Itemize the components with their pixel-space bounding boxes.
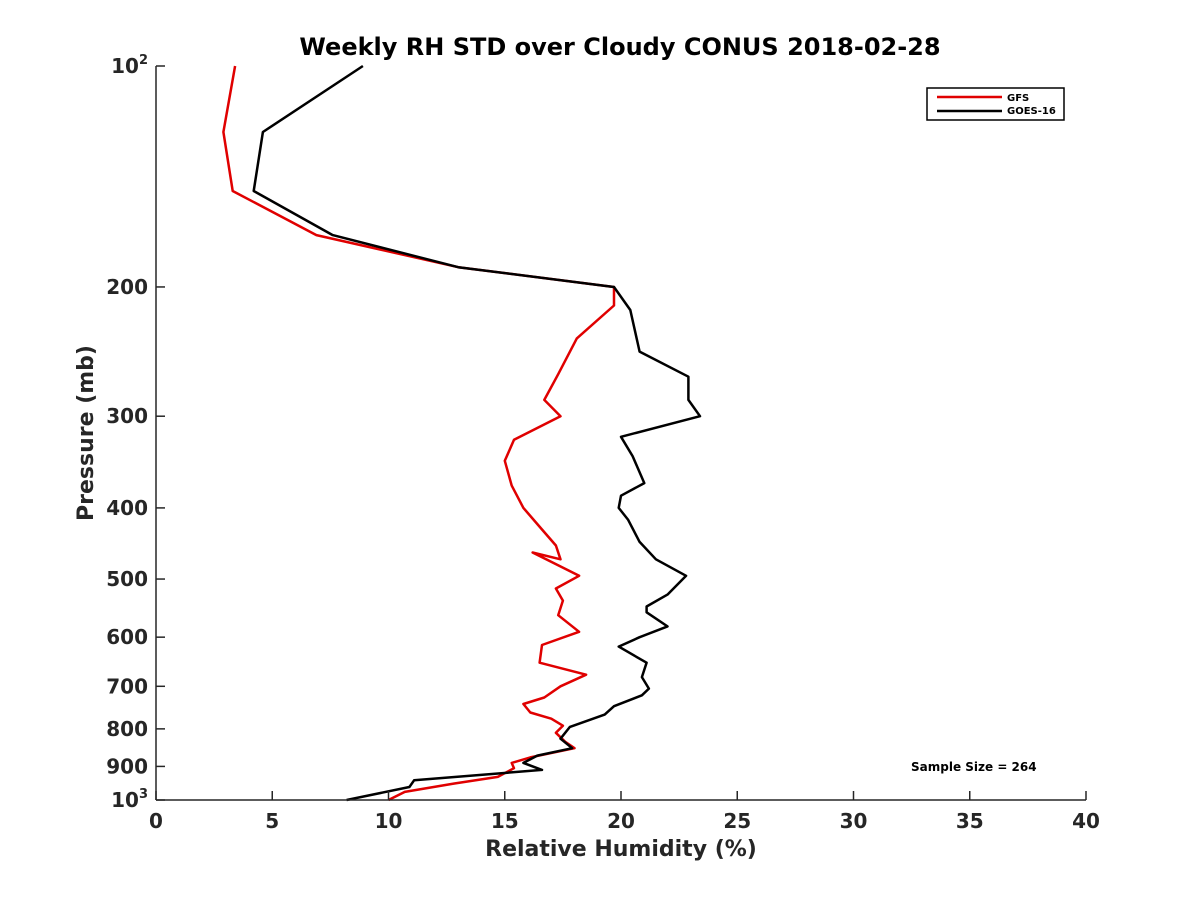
series-line-goes16 — [252, 64, 702, 802]
plot-area — [222, 64, 702, 802]
y-tick-label: 103 — [111, 787, 148, 812]
legend-label-gfs: GFS — [1007, 93, 1029, 104]
sample-size-annotation: Sample Size = 264 — [911, 760, 1037, 774]
legend: GFS GOES-16 — [926, 87, 1065, 121]
chart-title: Weekly RH STD over Cloudy CONUS 2018-02-… — [299, 33, 940, 61]
series-line-gfs — [222, 65, 616, 802]
x-axis-label: Relative Humidity (%) — [485, 837, 757, 862]
y-tick-base: 10 — [111, 54, 139, 78]
x-tick-label: 10 — [375, 809, 403, 833]
x-tick-label: 25 — [723, 809, 751, 833]
y-tick-label: 600 — [106, 625, 148, 649]
y-tick-label: 400 — [106, 496, 148, 520]
y-tick-label: 800 — [106, 717, 148, 741]
y-tick-label: 500 — [106, 567, 148, 591]
x-tick-label: 35 — [956, 809, 984, 833]
y-axis-label: Pressure (mb) — [74, 345, 99, 521]
legend-box — [926, 87, 1065, 121]
y-tick-label: 300 — [106, 404, 148, 428]
x-tick-label: 0 — [149, 809, 163, 833]
y-tick-exponent: 2 — [139, 53, 148, 68]
x-tick-label: 20 — [607, 809, 635, 833]
x-tick-label: 30 — [840, 809, 868, 833]
y-tick-label: 200 — [106, 275, 148, 299]
y-tick-exponent: 3 — [139, 787, 148, 802]
y-tick-label: 900 — [106, 754, 148, 778]
y-tick-label: 700 — [106, 674, 148, 698]
x-tick-label: 15 — [491, 809, 519, 833]
x-ticks: 0 5 10 15 20 25 30 35 40 — [149, 791, 1100, 833]
y-tick-base: 10 — [111, 788, 139, 812]
y-tick-label: 102 — [111, 53, 148, 78]
x-tick-label: 5 — [265, 809, 279, 833]
legend-label-goes16: GOES-16 — [1007, 106, 1056, 117]
x-tick-label: 40 — [1072, 809, 1100, 833]
